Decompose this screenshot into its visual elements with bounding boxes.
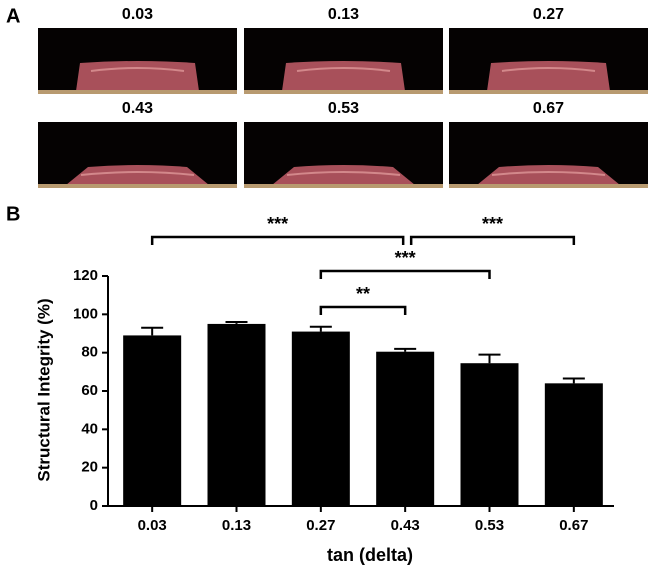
significance-bracket xyxy=(150,235,405,245)
significance-bracket xyxy=(319,269,491,279)
error-bar xyxy=(309,325,332,332)
significance-label: *** xyxy=(267,214,288,234)
error-bar xyxy=(562,377,585,384)
bar xyxy=(460,363,519,506)
photo-title: 0.13 xyxy=(328,6,359,23)
significance-label: *** xyxy=(482,214,503,234)
photo-title: 0.27 xyxy=(533,6,564,23)
photo-highlight xyxy=(286,171,401,176)
photo-base xyxy=(449,90,648,94)
significance-label: ** xyxy=(356,284,370,304)
error-bar xyxy=(478,353,501,364)
photo-title: 0.03 xyxy=(122,6,153,23)
y-tick-label: 0 xyxy=(90,497,98,514)
bar xyxy=(123,335,182,506)
photo-highlight xyxy=(90,67,185,72)
y-tick-label: 60 xyxy=(81,382,98,399)
significance-bracket xyxy=(319,305,407,315)
x-tick-label: 0.27 xyxy=(306,517,335,534)
photo-highlight xyxy=(296,67,391,72)
photo-sample xyxy=(477,165,620,185)
photo-base xyxy=(38,90,237,94)
panel-label: B xyxy=(6,203,20,225)
photo-base xyxy=(449,184,648,188)
photo-sample xyxy=(282,61,405,91)
photo-highlight xyxy=(491,171,606,176)
photo-sample xyxy=(66,165,209,185)
y-tick-label: 80 xyxy=(81,344,98,361)
bar xyxy=(207,323,266,506)
photo-sample xyxy=(76,61,199,91)
significance-label: *** xyxy=(395,248,416,268)
photo-highlight xyxy=(80,171,195,176)
error-bar xyxy=(225,321,248,324)
y-tick-label: 40 xyxy=(81,420,98,437)
error-bar xyxy=(394,347,417,352)
x-tick-label: 0.13 xyxy=(222,517,251,534)
photo-title: 0.67 xyxy=(533,100,564,117)
photo-sample xyxy=(487,61,610,91)
x-tick-label: 0.43 xyxy=(391,517,420,534)
error-bar xyxy=(141,326,164,336)
photo-base xyxy=(38,184,237,188)
x-tick-label: 0.53 xyxy=(475,517,504,534)
x-tick-label: 0.67 xyxy=(559,517,588,534)
photo-base xyxy=(244,90,443,94)
x-axis-title: tan (delta) xyxy=(327,545,413,565)
bar xyxy=(291,331,350,506)
y-axis-title: Structural Integrity (%) xyxy=(34,298,53,481)
photo-sample xyxy=(272,165,415,185)
photo-highlight xyxy=(501,67,596,72)
x-tick-label: 0.03 xyxy=(138,517,167,534)
photo-title: 0.53 xyxy=(328,100,359,117)
significance-bracket xyxy=(409,235,576,245)
y-tick-label: 100 xyxy=(73,305,98,322)
photo-title: 0.43 xyxy=(122,100,153,117)
y-tick-label: 120 xyxy=(73,267,98,284)
bar xyxy=(376,351,435,506)
panel-label: A xyxy=(6,5,20,27)
bar xyxy=(544,383,603,506)
y-tick-label: 20 xyxy=(81,459,98,476)
photo-base xyxy=(244,184,443,188)
